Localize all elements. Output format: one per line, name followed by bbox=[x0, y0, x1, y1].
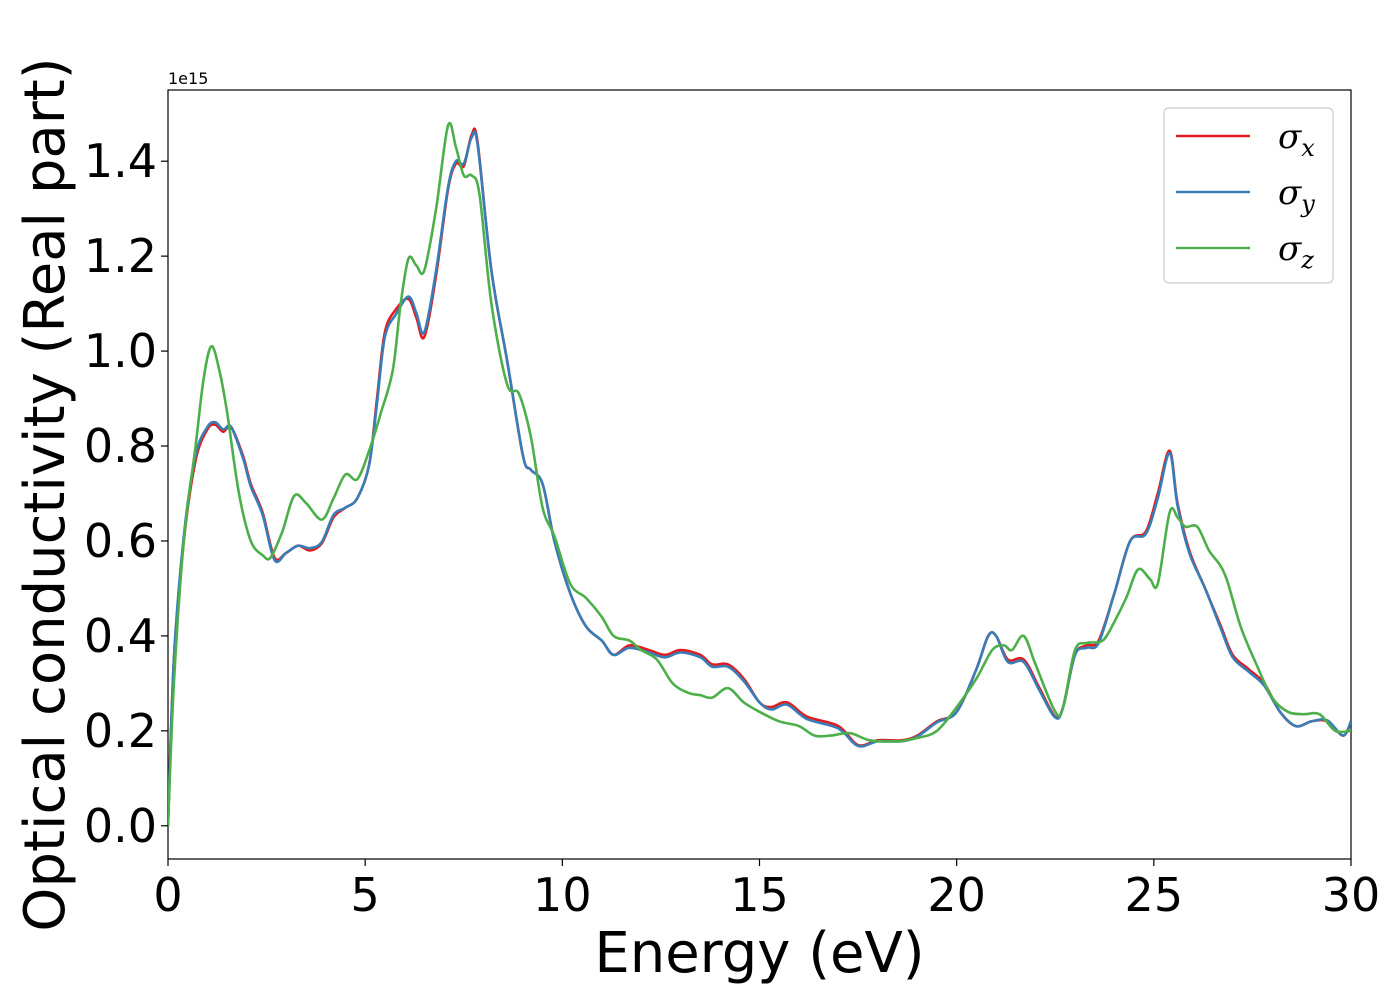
x-tick-label: 15 bbox=[730, 868, 789, 922]
y-tick-label: 1.2 bbox=[84, 229, 157, 283]
series-line-y bbox=[168, 130, 1351, 826]
x-tick-label: 30 bbox=[1322, 868, 1381, 922]
y-axis-label: Optical conductivity (Real part) bbox=[13, 57, 78, 931]
y-tick-label: 0.8 bbox=[84, 419, 157, 473]
x-axis-ticks: 0 5 10 15 20 25 30 bbox=[153, 859, 1380, 922]
legend-box bbox=[1163, 107, 1334, 284]
legend: σx σy σz bbox=[1163, 107, 1334, 284]
series-layer bbox=[168, 121, 1351, 826]
y-tick-label: 1.0 bbox=[84, 324, 157, 378]
y-tick-label: 0.0 bbox=[84, 799, 157, 853]
series-line-z bbox=[168, 121, 1351, 826]
y-axis-ticks: 0.0 0.2 0.4 0.6 0.8 1.0 1.2 1.4 bbox=[84, 134, 168, 853]
legend-label-y: σy bbox=[1278, 173, 1315, 218]
series-line-x bbox=[168, 127, 1351, 826]
x-tick-label: 10 bbox=[533, 868, 592, 922]
legend-label-x: σx bbox=[1278, 117, 1315, 162]
y-tick-label: 0.6 bbox=[84, 514, 157, 568]
x-tick-label: 5 bbox=[351, 868, 380, 922]
y-offset-label: 1e15 bbox=[168, 69, 208, 88]
y-tick-label: 1.4 bbox=[84, 134, 157, 188]
x-tick-label: 25 bbox=[1125, 868, 1184, 922]
x-axis-label: Energy (eV) bbox=[594, 921, 924, 986]
legend-label-z: σz bbox=[1278, 229, 1314, 274]
x-tick-label: 0 bbox=[153, 868, 182, 922]
x-tick-label: 20 bbox=[927, 868, 986, 922]
y-tick-label: 0.4 bbox=[84, 609, 157, 663]
y-tick-label: 0.2 bbox=[84, 704, 157, 758]
